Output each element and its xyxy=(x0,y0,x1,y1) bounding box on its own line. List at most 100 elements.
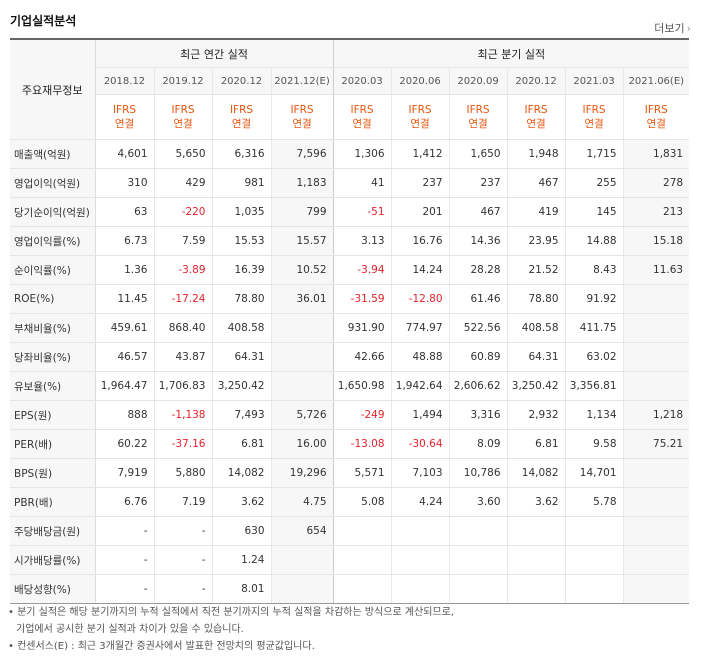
period-header: 2021.06(E) xyxy=(622,67,690,95)
table-cell: 1,831 xyxy=(622,139,690,169)
table-body: 매출액(억원) 4,601 5,650 6,316 7,596 1,306 1,412 1,6… xyxy=(10,139,690,604)
table-cell: - xyxy=(153,516,212,546)
table-row: 배당성향(%) - -8.01 xyxy=(10,574,690,604)
table-cell xyxy=(506,516,566,546)
table-cell xyxy=(270,342,334,372)
table-row: 순이익률(%) 1.36 -3.89 16.39 10.52 -3.94 14.24 28.2… xyxy=(10,255,690,285)
basis-ifrs: IFRS xyxy=(408,104,432,116)
table-cell xyxy=(506,545,566,575)
table-cell: 1,218 xyxy=(622,400,690,430)
more-link[interactable]: 더보기 › xyxy=(654,20,691,36)
table-cell: 8.09 xyxy=(448,429,508,459)
table-cell xyxy=(448,516,508,546)
table-cell xyxy=(622,516,690,546)
table-cell: -17.24 xyxy=(153,284,212,314)
table-row: 영업이익률(%) 6.73 7.59 15.53 15.57 3.13 16.76 14.36… xyxy=(10,226,690,256)
period-header: 2021.12(E) xyxy=(270,67,334,95)
table-cell: 5,650 xyxy=(153,139,212,169)
period-header: 2019.12 xyxy=(153,67,212,95)
table-cell: 419 xyxy=(506,197,566,227)
table-cell: 75.21 xyxy=(622,429,690,459)
period-header: 2020.09 xyxy=(448,67,508,95)
table-cell: 981 xyxy=(211,168,271,198)
basis-header-row: IFRS 연결 IFRS 연결 IFRS 연결 IFRS 연결 IFRS 연결 IFRS 연결 IFRS… xyxy=(10,94,690,140)
footnote-1: • 분기 실적은 해당 분기까지의 누적 실적에서 직전 분기까지의 누적 실적… xyxy=(8,607,455,618)
table-cell: -3.89 xyxy=(153,255,212,285)
table-cell: 3,250.42 xyxy=(211,371,271,401)
basis-header: IFRS 연결 xyxy=(211,94,271,140)
table-cell: -51 xyxy=(332,197,392,227)
table-cell: 14,082 xyxy=(211,458,271,488)
table-cell: 630 xyxy=(211,516,271,546)
table-cell: 459.61 xyxy=(95,313,154,343)
table-cell: 10,786 xyxy=(448,458,508,488)
table-cell: -31.59 xyxy=(332,284,392,314)
table-cell: 23.95 xyxy=(506,226,566,256)
table-cell xyxy=(332,574,392,604)
basis-ifrs: IFRS xyxy=(350,104,374,116)
chevron-right-icon: › xyxy=(686,22,691,35)
table-cell: 3,250.42 xyxy=(506,371,566,401)
table-cell: 9.58 xyxy=(564,429,624,459)
period-header-row: 2018.12 2019.12 2020.12 2021.12(E) 2020.03 20… xyxy=(10,67,690,95)
row-label: PER(배) xyxy=(10,429,96,459)
table-cell: 91.92 xyxy=(564,284,624,314)
table-cell: 278 xyxy=(622,168,690,198)
table-cell: 1.36 xyxy=(95,255,154,285)
row-label: 부채비율(%) xyxy=(10,313,96,343)
table-cell: -12.80 xyxy=(390,284,450,314)
table-cell: 41 xyxy=(332,168,392,198)
table-cell: - xyxy=(95,574,154,604)
table-cell: 5,726 xyxy=(270,400,334,430)
table-cell: 255 xyxy=(564,168,624,198)
table-cell: 6.81 xyxy=(506,429,566,459)
table-cell: 411.75 xyxy=(564,313,624,343)
period-header: 2020.12 xyxy=(211,67,271,95)
basis-header: IFRS 연결 xyxy=(448,94,508,140)
table-cell: 63.02 xyxy=(564,342,624,372)
table-cell xyxy=(332,545,392,575)
quarter-group-header: 최근 분기 실적 xyxy=(332,38,690,68)
basis-consolidated: 연결 xyxy=(292,118,312,130)
table-cell: 3.62 xyxy=(211,487,271,517)
table-row: BPS(원) 7,919 5,880 14,082 19,296 5,571 7,103 10… xyxy=(10,458,690,488)
row-label: 배당성향(%) xyxy=(10,574,96,604)
table-cell: 1,948 xyxy=(506,139,566,169)
table-cell: 7,919 xyxy=(95,458,154,488)
basis-header: IFRS 연결 xyxy=(390,94,450,140)
table-cell: 1,494 xyxy=(390,400,450,430)
table-row: 영업이익(억원) 310 429 981 1,183 41 237 237 467 255 278 xyxy=(10,168,690,198)
row-label: 영업이익률(%) xyxy=(10,226,96,256)
table-cell xyxy=(390,516,450,546)
more-label: 더보기 xyxy=(654,22,685,35)
table-cell: 10.52 xyxy=(270,255,334,285)
row-label: 유보율(%) xyxy=(10,371,96,401)
row-label: 주당배당금(원) xyxy=(10,516,96,546)
row-label: 순이익률(%) xyxy=(10,255,96,285)
basis-consolidated: 연결 xyxy=(468,118,488,130)
table-cell: 2,606.62 xyxy=(448,371,508,401)
row-label: EPS(원) xyxy=(10,400,96,430)
table-cell: 7.59 xyxy=(153,226,212,256)
basis-consolidated: 연결 xyxy=(173,118,193,130)
table-cell: 310 xyxy=(95,168,154,198)
table-cell: 16.39 xyxy=(211,255,271,285)
basis-consolidated: 연결 xyxy=(352,118,372,130)
annual-group-header: 최근 연간 실적 xyxy=(95,38,334,68)
table-cell xyxy=(622,313,690,343)
table-cell: - xyxy=(153,545,212,575)
table-cell: 4,601 xyxy=(95,139,154,169)
basis-consolidated: 연결 xyxy=(231,118,252,130)
row-label: 시가배당률(%) xyxy=(10,545,96,575)
table-cell xyxy=(622,284,690,314)
table-cell: 43.87 xyxy=(153,342,212,372)
table-cell: 1,942.64 xyxy=(390,371,450,401)
table-cell: 3,316 xyxy=(448,400,508,430)
table-cell: - xyxy=(153,574,212,604)
table-cell: 522.56 xyxy=(448,313,508,343)
table-cell: 11.63 xyxy=(622,255,690,285)
footnotes: • 분기 실적은 해당 분기까지의 누적 실적에서 직전 분기까지의 누적 실적… xyxy=(8,604,454,655)
basis-consolidated: 연결 xyxy=(114,118,135,130)
table-cell: 408.58 xyxy=(506,313,566,343)
